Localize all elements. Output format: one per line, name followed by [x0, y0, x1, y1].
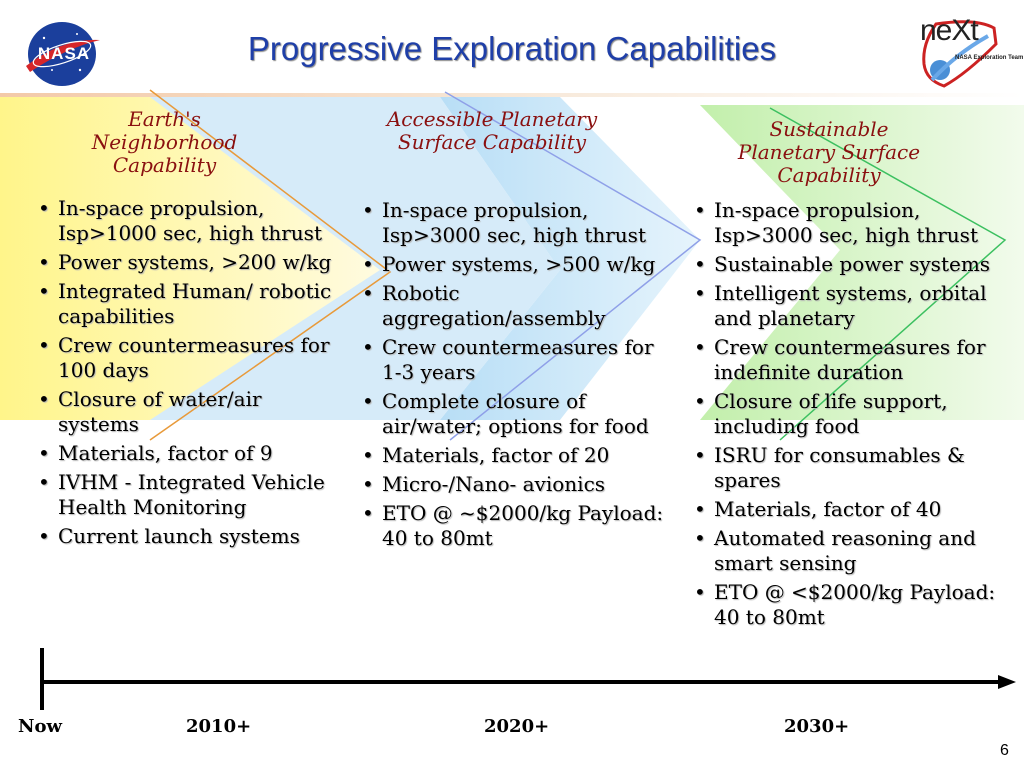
list-item: ETO @ ~$2000/kg Payload: 40 to 80mt	[358, 501, 668, 551]
list-item: Micro-/Nano- avionics	[358, 472, 668, 497]
phase-2-capability-list: In-space propulsion, Isp>3000 sec, high …	[358, 198, 668, 555]
list-item: Closure of water/air systems	[34, 387, 334, 437]
phase-3-capability-list: In-space propulsion, Isp>3000 sec, high …	[690, 198, 1016, 634]
list-item: In-space propulsion, Isp>3000 sec, high …	[690, 198, 1016, 248]
next-logo-icon	[922, 20, 998, 88]
list-item: Crew countermeasures for 1-3 years	[358, 335, 668, 385]
list-item: Materials, factor of 40	[690, 497, 1016, 522]
timeline-arrow-icon	[998, 675, 1016, 689]
header-divider	[0, 93, 1024, 97]
list-item: In-space propulsion, Isp>3000 sec, high …	[358, 198, 668, 248]
list-item: ETO @ <$2000/kg Payload: 40 to 80mt	[690, 580, 1016, 630]
list-item: In-space propulsion, Isp>1000 sec, high …	[34, 196, 334, 246]
nasa-logo-text: NASA	[37, 44, 91, 63]
nasa-meatball-icon	[26, 22, 100, 86]
timeline-label-2010: 2010+	[186, 716, 252, 737]
list-item: Complete closure of air/water; options f…	[358, 389, 668, 439]
timeline-label-2030: 2030+	[784, 716, 850, 737]
list-item: Intelligent systems, orbital and planeta…	[690, 281, 1016, 331]
timeline-axis	[40, 648, 1016, 710]
list-item: Automated reasoning and smart sensing	[690, 526, 1016, 576]
phase-title-earths-neighborhood: Earth's Neighborhood Capability	[91, 107, 238, 177]
list-item: Materials, factor of 20	[358, 443, 668, 468]
slide-title: Progressive Exploration Capabilities	[247, 30, 777, 67]
list-item: Integrated Human/ robotic capabilities	[34, 279, 334, 329]
list-item: Power systems, >500 w/kg	[358, 252, 668, 277]
timeline-label-now: Now	[18, 716, 62, 737]
list-item: Robotic aggregation/assembly	[358, 281, 668, 331]
list-item: Closure of life support, including food	[690, 389, 1016, 439]
page-number: 6	[1000, 742, 1009, 759]
list-item: Crew countermeasures for indefinite dura…	[690, 335, 1016, 385]
next-logo-subtext: NASA Exploration Team	[955, 55, 1024, 61]
list-item: IVHM - Integrated Vehicle Health Monitor…	[34, 470, 334, 520]
list-item: Power systems, >200 w/kg	[34, 250, 334, 275]
list-item: Current launch systems	[34, 524, 334, 549]
list-item: ISRU for consumables & spares	[690, 443, 1016, 493]
list-item: Sustainable power systems	[690, 252, 1016, 277]
phase-title-sustainable-planetary: Sustainable Planetary Surface Capability	[737, 117, 921, 187]
phase-title-accessible-planetary: Accessible Planetary Surface Capability	[386, 107, 598, 154]
timeline-label-2020: 2020+	[484, 716, 550, 737]
list-item: Crew countermeasures for 100 days	[34, 333, 334, 383]
phase-1-capability-list: In-space propulsion, Isp>1000 sec, high …	[34, 196, 334, 553]
next-logo-text: neXt	[920, 14, 979, 47]
list-item: Materials, factor of 9	[34, 441, 334, 466]
